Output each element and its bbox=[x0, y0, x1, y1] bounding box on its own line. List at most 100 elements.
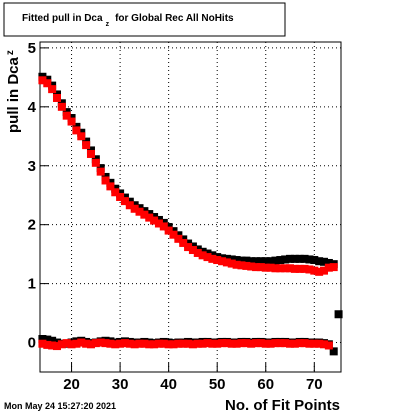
data-point bbox=[329, 347, 338, 356]
data-point bbox=[43, 335, 52, 344]
data-point bbox=[247, 339, 256, 348]
x-tick-label: 20 bbox=[63, 376, 80, 393]
data-point bbox=[266, 339, 275, 348]
data-point bbox=[82, 141, 91, 150]
data-point bbox=[305, 339, 314, 348]
data-point bbox=[310, 266, 319, 275]
data-point bbox=[242, 339, 251, 348]
data-point bbox=[305, 255, 314, 264]
data-point bbox=[237, 339, 246, 348]
data-point bbox=[290, 264, 299, 273]
data-point bbox=[169, 340, 178, 349]
data-point bbox=[271, 339, 280, 348]
data-point bbox=[242, 256, 251, 265]
data-point bbox=[120, 197, 129, 206]
y-label-main: pull in Dca bbox=[5, 57, 22, 134]
data-point bbox=[266, 257, 275, 266]
data-point bbox=[140, 210, 149, 219]
data-point bbox=[218, 339, 227, 348]
data-point bbox=[38, 339, 47, 348]
data-point bbox=[281, 339, 290, 348]
data-point bbox=[320, 257, 329, 266]
data-point bbox=[329, 263, 338, 272]
data-point bbox=[179, 339, 188, 348]
data-point bbox=[334, 310, 343, 319]
data-point bbox=[300, 264, 309, 273]
data-point bbox=[213, 339, 222, 348]
data-point bbox=[154, 219, 163, 228]
x-tick-label: 60 bbox=[257, 376, 274, 393]
data-point bbox=[261, 263, 270, 272]
data-point bbox=[290, 339, 299, 348]
data-point bbox=[222, 339, 231, 348]
data-point bbox=[145, 340, 154, 349]
data-point bbox=[227, 339, 236, 348]
data-point bbox=[271, 264, 280, 273]
data-point bbox=[130, 340, 139, 349]
data-point bbox=[184, 339, 193, 348]
data-point bbox=[271, 256, 280, 265]
data-point bbox=[232, 260, 241, 269]
x-axis-label: No. of Fit Points bbox=[225, 397, 340, 414]
data-point bbox=[193, 339, 202, 348]
data-point bbox=[295, 264, 304, 273]
data-point bbox=[150, 340, 159, 349]
data-point bbox=[164, 340, 173, 349]
plot-frame bbox=[39, 41, 342, 373]
data-point bbox=[218, 257, 227, 266]
x-tick-label: 50 bbox=[209, 376, 226, 393]
y-tick-label: 1 bbox=[28, 276, 36, 293]
title-subscript: z bbox=[106, 21, 110, 28]
data-point bbox=[77, 338, 86, 347]
data-point bbox=[91, 339, 100, 348]
data-point bbox=[82, 339, 91, 348]
data-point bbox=[184, 243, 193, 252]
data-point bbox=[145, 213, 154, 222]
data-point bbox=[116, 339, 125, 348]
data-point bbox=[261, 257, 270, 266]
data-point bbox=[135, 207, 144, 216]
data-point bbox=[67, 117, 76, 126]
data-point bbox=[276, 339, 285, 348]
data-point bbox=[86, 340, 95, 349]
data-point bbox=[125, 339, 134, 348]
data-point bbox=[252, 257, 261, 266]
data-point bbox=[324, 263, 333, 272]
data-point bbox=[247, 262, 256, 271]
data-point bbox=[159, 339, 168, 348]
data-point bbox=[193, 248, 202, 257]
data-point bbox=[208, 339, 217, 348]
data-point bbox=[188, 340, 197, 349]
data-point bbox=[159, 222, 168, 231]
data-point bbox=[169, 230, 178, 239]
data-point bbox=[222, 258, 231, 267]
data-point bbox=[179, 238, 188, 247]
data-point bbox=[198, 251, 207, 260]
data-point bbox=[198, 339, 207, 348]
data-point bbox=[232, 339, 241, 348]
data-point bbox=[101, 176, 110, 185]
y-tick-label: 0 bbox=[28, 335, 36, 352]
data-point bbox=[305, 265, 314, 274]
data-point bbox=[91, 158, 100, 167]
data-point bbox=[315, 257, 324, 266]
data-point bbox=[315, 339, 324, 348]
data-point bbox=[72, 339, 81, 348]
data-point bbox=[256, 339, 265, 348]
data-point bbox=[43, 79, 52, 88]
data-point bbox=[281, 264, 290, 273]
y-tick-label: 4 bbox=[28, 99, 37, 116]
data-point bbox=[315, 267, 324, 276]
data-point bbox=[256, 257, 265, 266]
data-point bbox=[101, 339, 110, 348]
data-point bbox=[237, 261, 246, 270]
data-point bbox=[266, 263, 275, 272]
data-point bbox=[276, 256, 285, 265]
data-point bbox=[300, 339, 309, 348]
y-tick-label: 3 bbox=[28, 158, 36, 175]
x-tick-label: 30 bbox=[112, 376, 129, 393]
data-point bbox=[286, 254, 295, 263]
data-point bbox=[208, 254, 217, 263]
